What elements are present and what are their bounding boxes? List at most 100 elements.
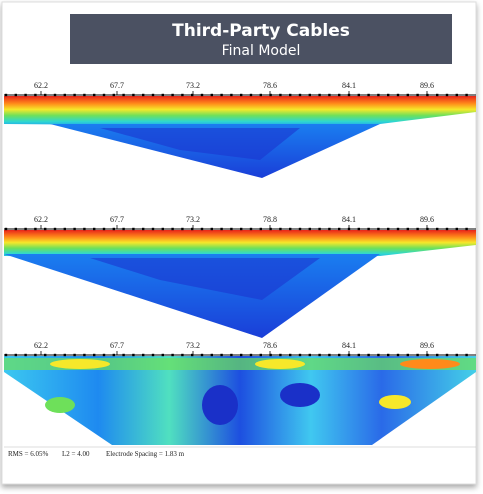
electrode <box>436 353 439 357</box>
electrode <box>406 93 409 97</box>
electrode <box>416 227 419 231</box>
electrode <box>279 227 282 231</box>
electrode <box>249 227 253 231</box>
electrode <box>318 227 321 231</box>
electrode <box>249 353 253 357</box>
electrode <box>151 227 155 231</box>
electrode <box>455 227 458 231</box>
electrode <box>83 227 86 231</box>
electrode <box>396 227 400 231</box>
electrode <box>357 227 360 231</box>
electrode <box>308 227 311 231</box>
electrode <box>112 93 115 97</box>
electrode <box>83 93 86 97</box>
electrode <box>181 227 184 231</box>
electrode <box>455 353 458 357</box>
electrode <box>102 353 106 357</box>
electrode <box>112 353 115 357</box>
subtitle: Final Model <box>222 43 301 59</box>
electrode <box>73 93 76 97</box>
electrode <box>122 227 125 231</box>
electrode <box>396 353 400 357</box>
electrode <box>220 227 223 231</box>
electrode <box>230 227 233 231</box>
electrode <box>445 227 449 231</box>
electrode <box>53 227 57 231</box>
x-tick-label: 78.6 <box>263 341 277 350</box>
electrode <box>269 93 272 97</box>
electrode <box>318 93 321 97</box>
electrode <box>142 227 145 231</box>
electrode <box>298 353 302 357</box>
electrode <box>338 227 341 231</box>
electrode <box>210 227 213 231</box>
electrode <box>240 227 243 231</box>
electrode <box>171 353 174 357</box>
electrode <box>318 353 321 357</box>
electrode <box>161 227 164 231</box>
electrode <box>436 93 439 97</box>
electrode <box>132 353 135 357</box>
header-box <box>70 14 452 64</box>
electrode <box>171 93 174 97</box>
electrode <box>220 93 223 97</box>
electrode <box>269 227 272 231</box>
electrode <box>44 353 47 357</box>
electrode <box>132 227 135 231</box>
electrode <box>426 93 429 97</box>
electrode <box>4 227 8 231</box>
electrode <box>298 93 302 97</box>
electrode <box>14 93 17 97</box>
x-tick-label: 73.2 <box>186 341 200 350</box>
electrode <box>122 353 125 357</box>
electrode <box>289 353 292 357</box>
electrode <box>24 353 27 357</box>
electrode <box>200 353 204 357</box>
electrode <box>14 353 17 357</box>
section-3 <box>4 356 476 445</box>
electrode <box>465 227 468 231</box>
footer-l2: L2 = 4.00 <box>62 450 90 458</box>
electrode <box>24 227 27 231</box>
electrode <box>357 353 360 357</box>
x-tick-label: 73.2 <box>186 215 200 224</box>
electrode <box>396 93 400 97</box>
electrode <box>44 93 47 97</box>
electrode <box>259 353 262 357</box>
electrode <box>367 227 370 231</box>
electrode <box>171 227 174 231</box>
electrode <box>298 227 302 231</box>
x-tick-label: 78.8 <box>263 215 277 224</box>
electrode <box>338 353 341 357</box>
electrode <box>200 227 204 231</box>
electrode <box>406 227 409 231</box>
electrode <box>387 93 390 97</box>
electrode <box>73 227 76 231</box>
x-tick-label: 62.2 <box>34 215 48 224</box>
electrode <box>387 353 390 357</box>
section-2 <box>4 230 476 338</box>
electrode <box>465 353 468 357</box>
electrode <box>289 93 292 97</box>
x-tick-label: 89.6 <box>420 215 434 224</box>
x-tick-label: 84.1 <box>342 341 356 350</box>
x-tick-label: 84.1 <box>342 81 356 90</box>
electrode <box>436 227 439 231</box>
electrode <box>122 93 125 97</box>
electrode <box>426 227 429 231</box>
title: Third-Party Cables <box>172 21 350 41</box>
x-tick-label: 73.2 <box>186 81 200 90</box>
x-tick-label: 84.1 <box>342 215 356 224</box>
electrode <box>377 93 380 97</box>
electrode <box>112 227 115 231</box>
electrode <box>249 93 253 97</box>
x-tick-label: 67.7 <box>110 81 124 90</box>
electrode <box>83 353 86 357</box>
electrode <box>328 93 331 97</box>
x-tick-label: 62.2 <box>34 341 48 350</box>
electrode <box>406 353 409 357</box>
electrode <box>220 353 223 357</box>
electrode <box>24 93 27 97</box>
electrode <box>308 93 311 97</box>
